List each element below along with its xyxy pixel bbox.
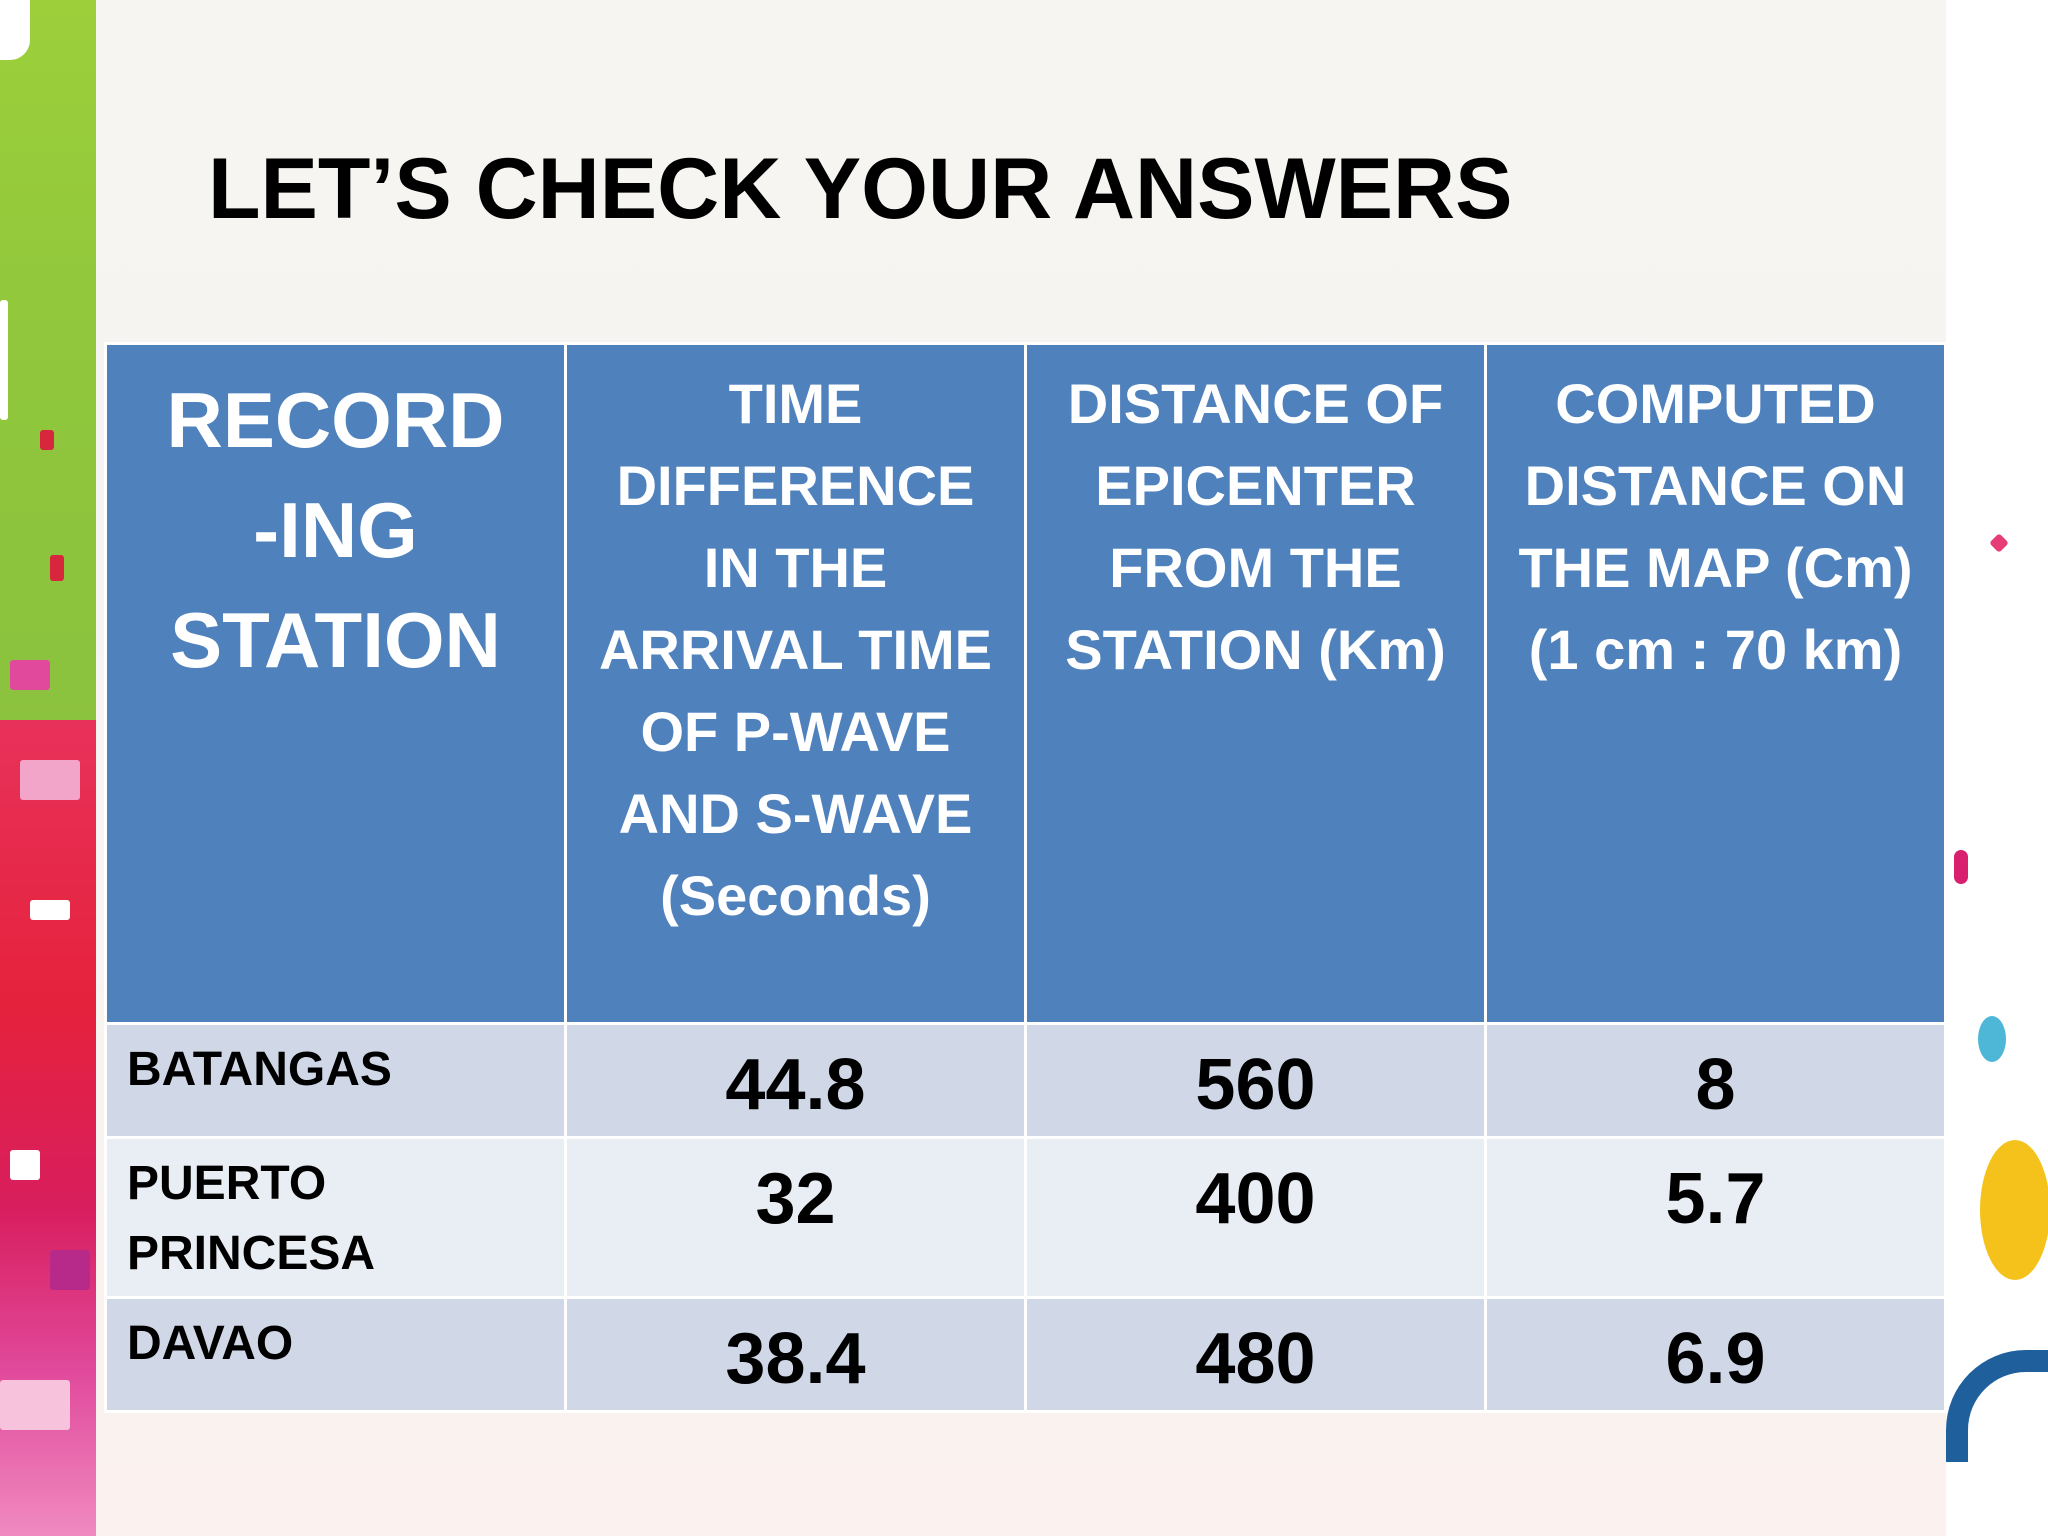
distance-km-cell: 560 [1024,1022,1487,1139]
distance-km-cell: 400 [1024,1136,1487,1299]
map-distance-cell: 6.9 [1484,1296,1947,1413]
table-header: RECORD -ING STATION TIME DIFFERENCE IN T… [104,342,1947,1025]
time-difference-cell: 38.4 [564,1296,1027,1413]
header-recording-station: RECORD -ING STATION [104,342,567,1025]
table-row: DAVAO 38.4 480 6.9 [104,1296,1947,1413]
header-label: RECORD -ING STATION [166,376,505,684]
left-decorative-strip [0,0,96,1536]
station-cell: DAVAO [104,1296,567,1413]
station-cell: BATANGAS [104,1022,567,1139]
time-difference-cell: 32 [564,1136,1027,1299]
map-distance-cell: 8 [1484,1022,1947,1139]
time-difference-cell: 44.8 [564,1022,1027,1139]
header-time-difference: TIME DIFFERENCE IN THE ARRIVAL TIME OF P… [564,342,1027,1025]
table-row: BATANGAS 44.8 560 8 [104,1022,1947,1139]
slide-title: LET’S CHECK YOUR ANSWERS [208,141,1513,237]
right-decorative-strip [1946,0,2048,1536]
station-cell: PUERTO PRINCESA [104,1136,567,1299]
header-row: RECORD -ING STATION TIME DIFFERENCE IN T… [104,342,1947,1025]
answers-table: RECORD -ING STATION TIME DIFFERENCE IN T… [104,342,1947,1413]
distance-km-cell: 480 [1024,1296,1487,1413]
table-row: PUERTO PRINCESA 32 400 5.7 [104,1136,1947,1299]
map-distance-cell: 5.7 [1484,1136,1947,1299]
header-label: TIME DIFFERENCE IN THE ARRIVAL TIME OF P… [598,372,993,927]
header-map-distance: COMPUTED DISTANCE ON THE MAP (Cm) (1 cm … [1484,342,1947,1025]
table-body: BATANGAS 44.8 560 8 PUERTO PRINCESA 32 4… [104,1022,1947,1413]
header-label: DISTANCE OF EPICENTER FROM THE STATION (… [1065,372,1446,681]
header-epicenter-distance: DISTANCE OF EPICENTER FROM THE STATION (… [1024,342,1487,1025]
header-label: COMPUTED DISTANCE ON THE MAP (Cm) (1 cm … [1518,372,1913,681]
